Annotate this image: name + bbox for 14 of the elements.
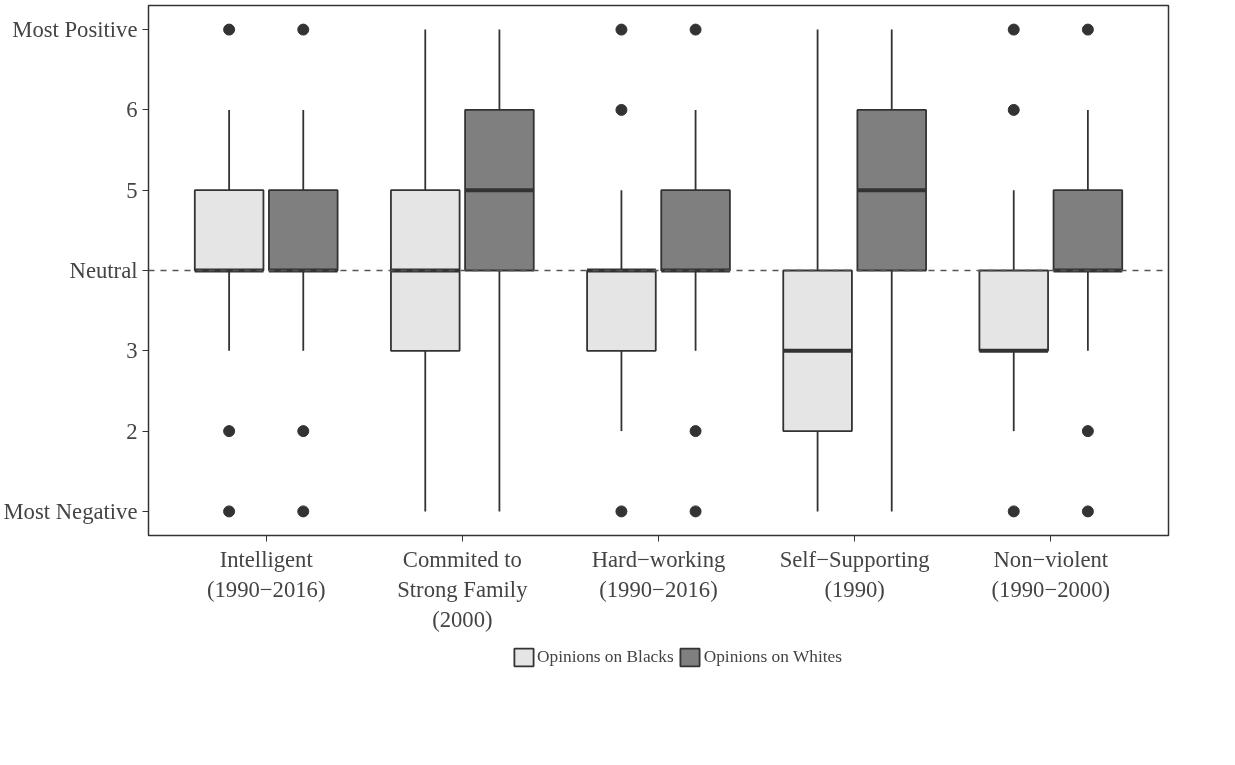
x-tick-label: Commited to Strong Family (2000)	[397, 546, 529, 632]
y-tick-label: 5	[126, 177, 138, 203]
x-tick-label: Self−Supporting (1990)	[779, 546, 930, 602]
y-tick-label: 3	[126, 338, 138, 364]
y-tick-label: Neutral	[69, 258, 138, 283]
y-tick-label: Most Negative	[3, 498, 138, 524]
legend-label: Opinions on Whites	[703, 646, 843, 667]
y-tick-label: 6	[126, 97, 138, 123]
y-tick-label: 2	[126, 418, 138, 444]
y-tick-label: Most Positive	[12, 17, 138, 43]
x-tick-label: Non−violent (1990−2000)	[991, 546, 1111, 602]
x-tick-label: Hard−working (1990−2016)	[591, 546, 726, 602]
legend-label: Opinions on Blacks	[536, 646, 674, 667]
x-tick-label: Intelligent (1990−2016)	[206, 546, 326, 602]
